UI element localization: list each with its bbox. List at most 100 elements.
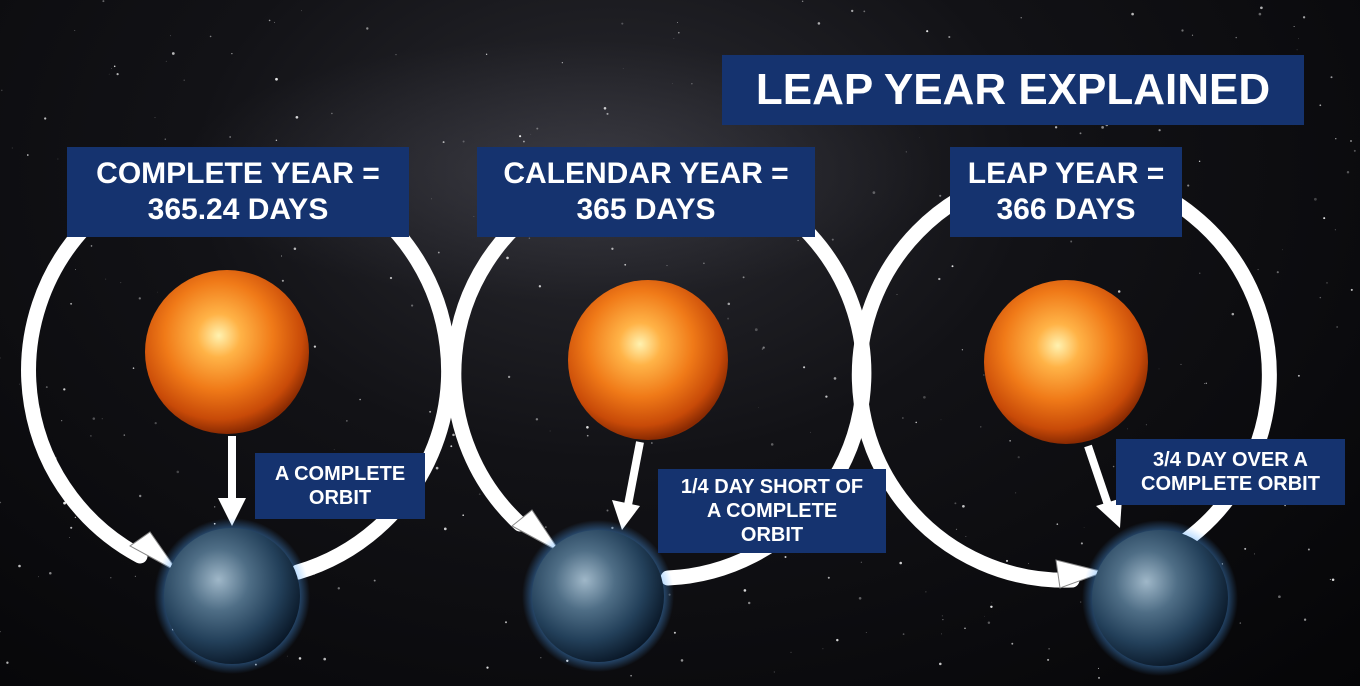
star <box>810 431 811 433</box>
star <box>1097 667 1099 669</box>
star <box>139 494 142 498</box>
star <box>411 304 414 307</box>
star <box>120 282 122 284</box>
star <box>603 107 607 110</box>
star <box>624 263 627 266</box>
star <box>1303 618 1307 621</box>
star <box>530 133 532 135</box>
star <box>154 117 156 119</box>
star <box>942 618 944 621</box>
star <box>74 516 77 519</box>
pointer-arrow-icon <box>218 498 246 526</box>
star <box>987 621 991 625</box>
star <box>1258 12 1262 16</box>
star <box>666 265 668 267</box>
star <box>229 136 231 138</box>
star <box>858 596 862 600</box>
star <box>606 509 609 512</box>
star <box>1353 149 1356 152</box>
star <box>111 68 112 69</box>
star <box>74 30 76 31</box>
star <box>925 591 927 593</box>
star <box>983 374 985 376</box>
star <box>1199 272 1201 274</box>
star <box>92 417 96 420</box>
sun-icon <box>984 280 1148 444</box>
heading-line: CALENDAR YEAR = <box>503 157 789 190</box>
star <box>337 587 340 590</box>
star <box>231 53 233 55</box>
star <box>295 115 299 119</box>
star <box>450 445 453 448</box>
star <box>301 10 302 12</box>
star <box>442 141 445 144</box>
star <box>703 262 705 265</box>
star <box>941 615 943 617</box>
star <box>1346 171 1350 174</box>
star <box>784 556 787 558</box>
star <box>132 367 135 369</box>
note-line: A COMPLETE <box>706 500 838 522</box>
star <box>586 434 589 437</box>
star <box>63 388 66 391</box>
star <box>1298 38 1299 40</box>
star <box>214 506 216 508</box>
star <box>770 443 774 446</box>
star <box>209 35 212 38</box>
star <box>1297 374 1300 377</box>
star <box>621 22 624 25</box>
star <box>1079 132 1082 135</box>
star <box>1296 49 1298 51</box>
star <box>651 442 653 444</box>
star <box>63 501 66 505</box>
star <box>123 434 126 436</box>
star <box>1278 595 1281 599</box>
star <box>790 651 792 654</box>
star <box>478 493 481 496</box>
star <box>586 426 589 429</box>
star <box>1187 184 1190 187</box>
star <box>673 38 675 39</box>
heading-line: LEAP YEAR = <box>967 157 1165 190</box>
star <box>268 19 271 22</box>
earth-icon <box>1092 530 1228 666</box>
star <box>1330 76 1333 79</box>
star <box>507 375 511 379</box>
star <box>1293 26 1295 27</box>
star <box>1314 197 1317 201</box>
earth-icon <box>164 528 300 664</box>
star <box>941 633 942 635</box>
star <box>1056 523 1059 525</box>
star <box>154 421 157 425</box>
star <box>1054 126 1058 129</box>
star <box>1307 548 1310 551</box>
star <box>833 377 837 380</box>
star <box>1323 217 1326 220</box>
star <box>1239 622 1242 624</box>
star <box>939 194 942 197</box>
star <box>1080 542 1083 545</box>
star <box>545 526 547 528</box>
star <box>110 577 112 579</box>
star <box>762 346 765 349</box>
star <box>1205 382 1207 384</box>
note-line: ORBIT <box>740 524 804 546</box>
star <box>61 420 63 422</box>
star <box>0 630 1 633</box>
star <box>452 433 455 437</box>
star <box>389 276 393 280</box>
star <box>964 627 966 630</box>
star <box>962 504 965 508</box>
star <box>57 158 59 160</box>
star <box>164 138 167 140</box>
star <box>773 671 775 673</box>
star <box>431 198 432 200</box>
star <box>899 561 902 565</box>
star <box>1 89 3 92</box>
star <box>75 269 76 270</box>
star <box>1335 138 1337 140</box>
star <box>1070 240 1073 243</box>
star <box>346 420 348 422</box>
star <box>429 410 432 413</box>
star <box>1336 326 1338 328</box>
